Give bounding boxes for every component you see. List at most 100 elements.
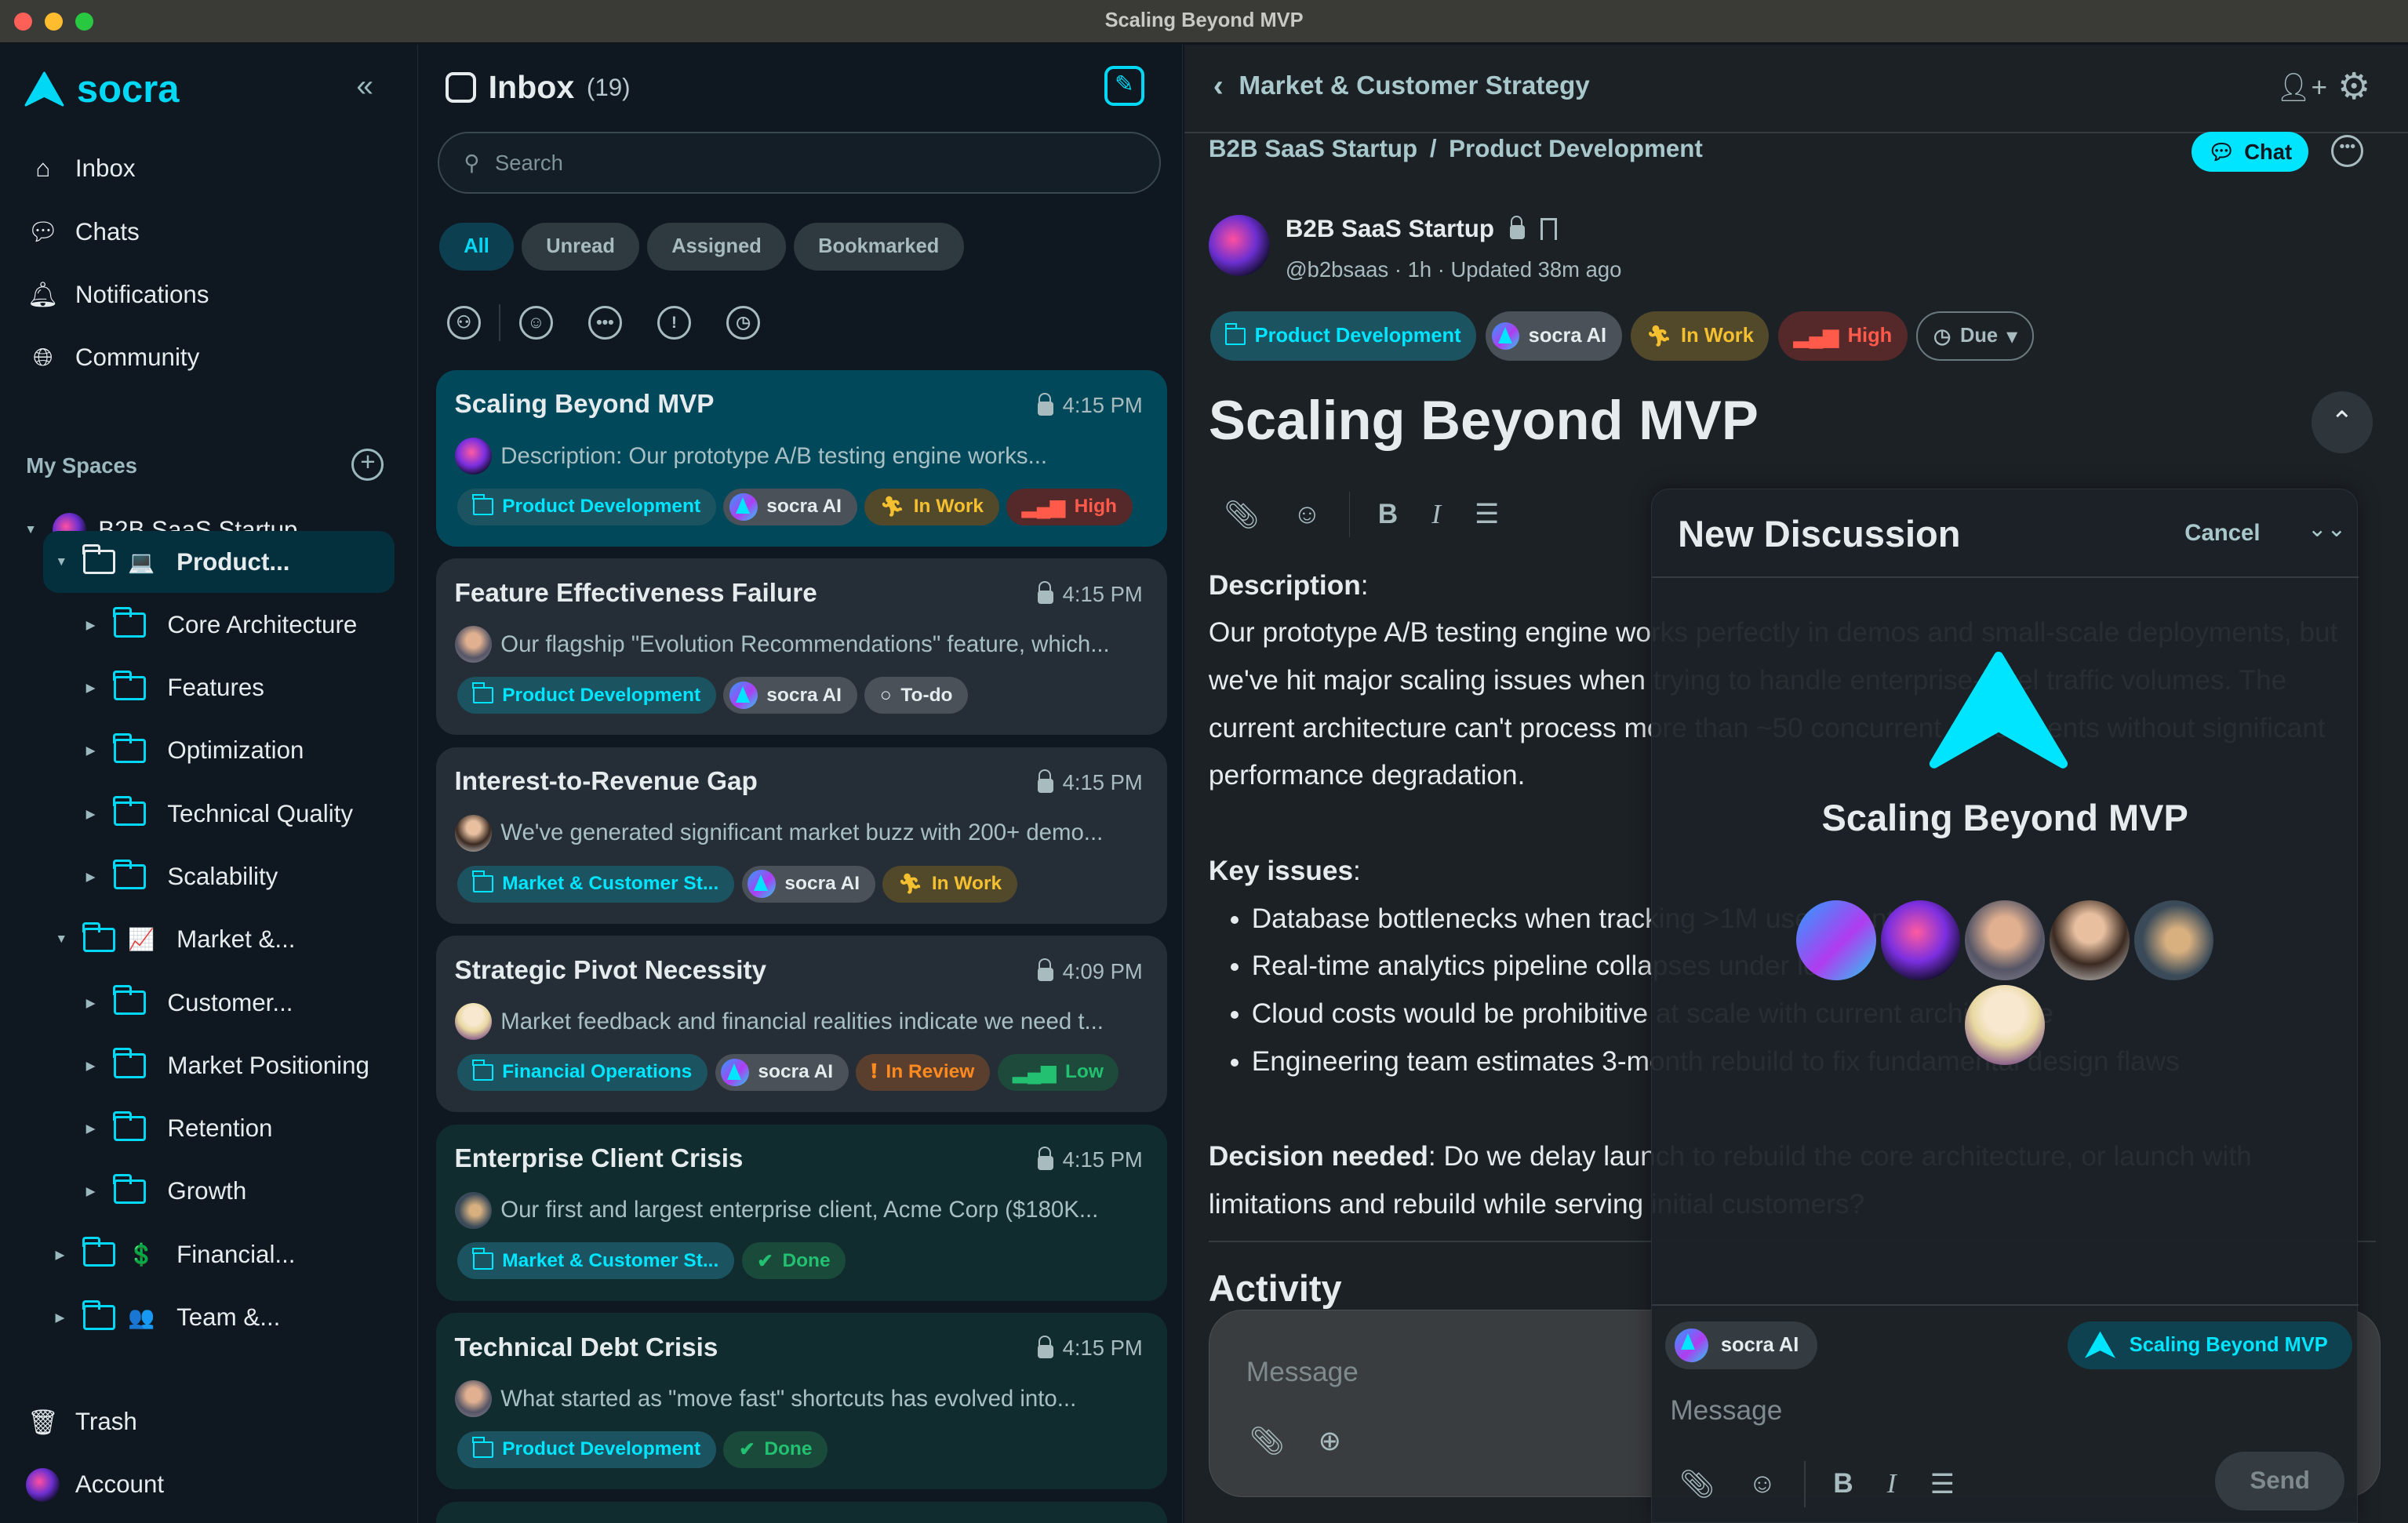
attach-icon[interactable]: 📎︎ [1679,1469,1715,1500]
tag-inwork[interactable]: 🏃︎ In Work [882,865,1017,903]
more-options-button[interactable]: ••• [2331,135,2364,168]
alarm-icon[interactable]: ◷ [726,305,761,340]
bold-button[interactable]: B [1833,1468,1853,1499]
tag-folder-t[interactable]: Financial Operations [457,1053,707,1091]
tag-done[interactable]: ✔ Done [741,1242,846,1280]
sidebar-item-account[interactable]: Account [26,1467,164,1502]
search-field[interactable]: ⚲ [438,132,1162,194]
tag-ai[interactable]: socra AI [715,1053,849,1091]
inbox-card[interactable]: Technical Debt Crisis 4:15 PM What started… [436,1313,1168,1490]
zoom-window-button[interactable] [75,12,94,31]
add-circle-icon[interactable]: ⊕ [1318,1425,1342,1456]
back-button[interactable]: ‹ Market & Customer Strategy [1213,69,1590,104]
participant-avatar[interactable] [1795,900,1876,981]
italic-button[interactable]: I [1886,1468,1897,1499]
caret-right-icon[interactable]: ▶ [85,1059,96,1073]
tag-folder-t[interactable]: Product Development [457,488,716,525]
tag-folder-t[interactable]: Market & Customer St... [457,1242,734,1280]
tag-ai[interactable]: socra AI [723,677,857,714]
caret-down-icon[interactable]: ▼ [55,932,67,947]
caret-right-icon[interactable]: ▶ [85,744,96,758]
breadcrumb-space[interactable]: B2B SaaS Startup [1208,135,1418,163]
tree-item[interactable]: ▶ Core Architecture [85,594,357,656]
participant-avatar[interactable] [1965,900,2046,981]
emoji-icon[interactable]: ☺ [1748,1468,1777,1499]
tag-folder-t[interactable]: Product Development [1209,311,1477,362]
tag-ai[interactable]: socra AI [1485,311,1622,362]
inbox-card[interactable]: Interest-to-Revenue Gap 4:15 PM We've gene… [436,747,1168,924]
breadcrumb-folder[interactable]: Product Development [1449,135,1703,163]
caret-right-icon[interactable]: ▶ [85,807,96,821]
tree-item[interactable]: ▶ Customer... [86,972,293,1033]
checklist-icon[interactable]: ☰ [1930,1468,1955,1499]
tag-folder-t[interactable]: Market & Customer St... [457,865,734,903]
filter-all[interactable]: All [438,222,515,271]
inbox-card[interactable]: Feature Effectiveness Failure 4:15 PM Our … [436,558,1168,736]
tag-done[interactable]: ✔ Done [723,1430,828,1468]
tree-item[interactable]: ▶ 💲 Financial... [43,1224,296,1285]
tree-item[interactable]: ▶ Scalability [86,846,278,907]
tree-item[interactable]: ▼ 📈 Market &... [43,909,295,970]
sidebar-item-chats[interactable]: 💬︎ Chats [26,215,140,249]
tag-ai[interactable]: socra AI [723,488,857,525]
caret-right-icon[interactable]: ▶ [55,1310,65,1325]
tag-inwork[interactable]: 🏃︎ In Work [1631,311,1770,362]
attach-icon[interactable]: 📎︎ [1224,499,1260,530]
compose-button[interactable]: ✎ [1104,66,1144,107]
send-button[interactable]: Send [2215,1452,2344,1510]
tree-item[interactable]: ▼ 💻 Product... [42,531,395,593]
sidebar-item-trash[interactable]: 🗑︎ Trash [26,1405,137,1439]
discussion-message-input[interactable]: Message [1670,1394,1783,1426]
tree-item[interactable]: ▶ Technical Quality [86,783,353,845]
add-member-icon[interactable]: 👤︎+ [2275,72,2328,104]
filter-assigned[interactable]: Assigned [646,222,787,271]
caret-right-icon[interactable]: ▶ [85,871,96,884]
caret-right-icon[interactable]: ▶ [85,1185,96,1199]
inbox-card[interactable]: Enterprise Client Crisis 4:15 PM Our first… [436,1124,1168,1301]
org-icon[interactable]: ⚇ [446,305,481,340]
checklist-icon[interactable]: ☰ [1475,499,1500,530]
gear-icon[interactable]: ⚙ [2337,65,2371,107]
inbox-card[interactable]: Scaling Beyond MVP 4:15 PM Description: Ou… [436,369,1168,547]
tag-high[interactable]: ▂▄▆ High [1006,488,1133,525]
caret-down-icon[interactable]: ▼ [55,554,67,569]
tag-inwork[interactable]: 🏃︎ In Work [864,488,999,525]
caret-right-icon[interactable]: ▶ [85,618,96,632]
chevron-double-down-icon[interactable]: ⌄⌄ [2307,515,2347,542]
sidebar-item-inbox[interactable]: ⌂ Inbox [26,152,135,186]
tag-todo[interactable]: ○ To-do [864,677,969,714]
emoji-icon[interactable]: ☺ [1293,498,1322,529]
cancel-button[interactable]: Cancel [2184,519,2261,546]
tag-high[interactable]: ▂▄▆ High [1778,311,1908,362]
tag-due[interactable]: ◷ Due ▾ [1916,311,2035,362]
tree-item[interactable]: ▶ Market Positioning [86,1035,369,1096]
italic-button[interactable]: I [1431,498,1441,529]
tag-review[interactable]: ❗︎ In Review [856,1053,990,1091]
tree-item[interactable]: ▶ 👥 Team &... [43,1287,280,1348]
caret-right-icon[interactable]: ▶ [85,682,96,696]
caret-right-icon[interactable]: ▶ [85,996,96,1010]
tag-low[interactable]: ▂▄▆ Low [997,1053,1119,1091]
tag-folder-t[interactable]: Product Development [457,677,716,714]
participant-avatar[interactable] [1965,985,2046,1065]
alert-icon[interactable]: ! [657,305,692,340]
more-icon[interactable]: ••• [587,305,622,340]
tree-item[interactable]: ▶ Features [86,657,264,718]
close-window-button[interactable] [13,12,33,31]
sidebar-item-community[interactable]: 🌐︎ Community [26,341,199,375]
participant-avatar[interactable] [1880,900,1961,981]
tree-item[interactable]: ▶ Retention [85,1098,272,1159]
filter-bookmarked[interactable]: Bookmarked [793,222,964,271]
tree-item[interactable]: ▶ Optimization [86,720,304,781]
caret-right-icon[interactable]: ▶ [85,1122,96,1136]
add-space-button[interactable]: + [351,448,384,481]
participant-avatar[interactable] [2133,900,2214,981]
attach-icon[interactable]: 📎︎ [1249,1426,1285,1457]
bookmark-icon[interactable] [1540,218,1558,240]
collapse-up-button[interactable]: ⌃ [2311,391,2373,453]
minimize-window-button[interactable] [44,12,64,31]
user-icon[interactable]: ☺ [518,305,553,340]
caret-right-icon[interactable]: ▶ [55,1248,65,1262]
chat-button[interactable]: 💬︎ Chat [2192,132,2308,173]
topic-chip[interactable]: Scaling Beyond MVP [2068,1321,2353,1369]
